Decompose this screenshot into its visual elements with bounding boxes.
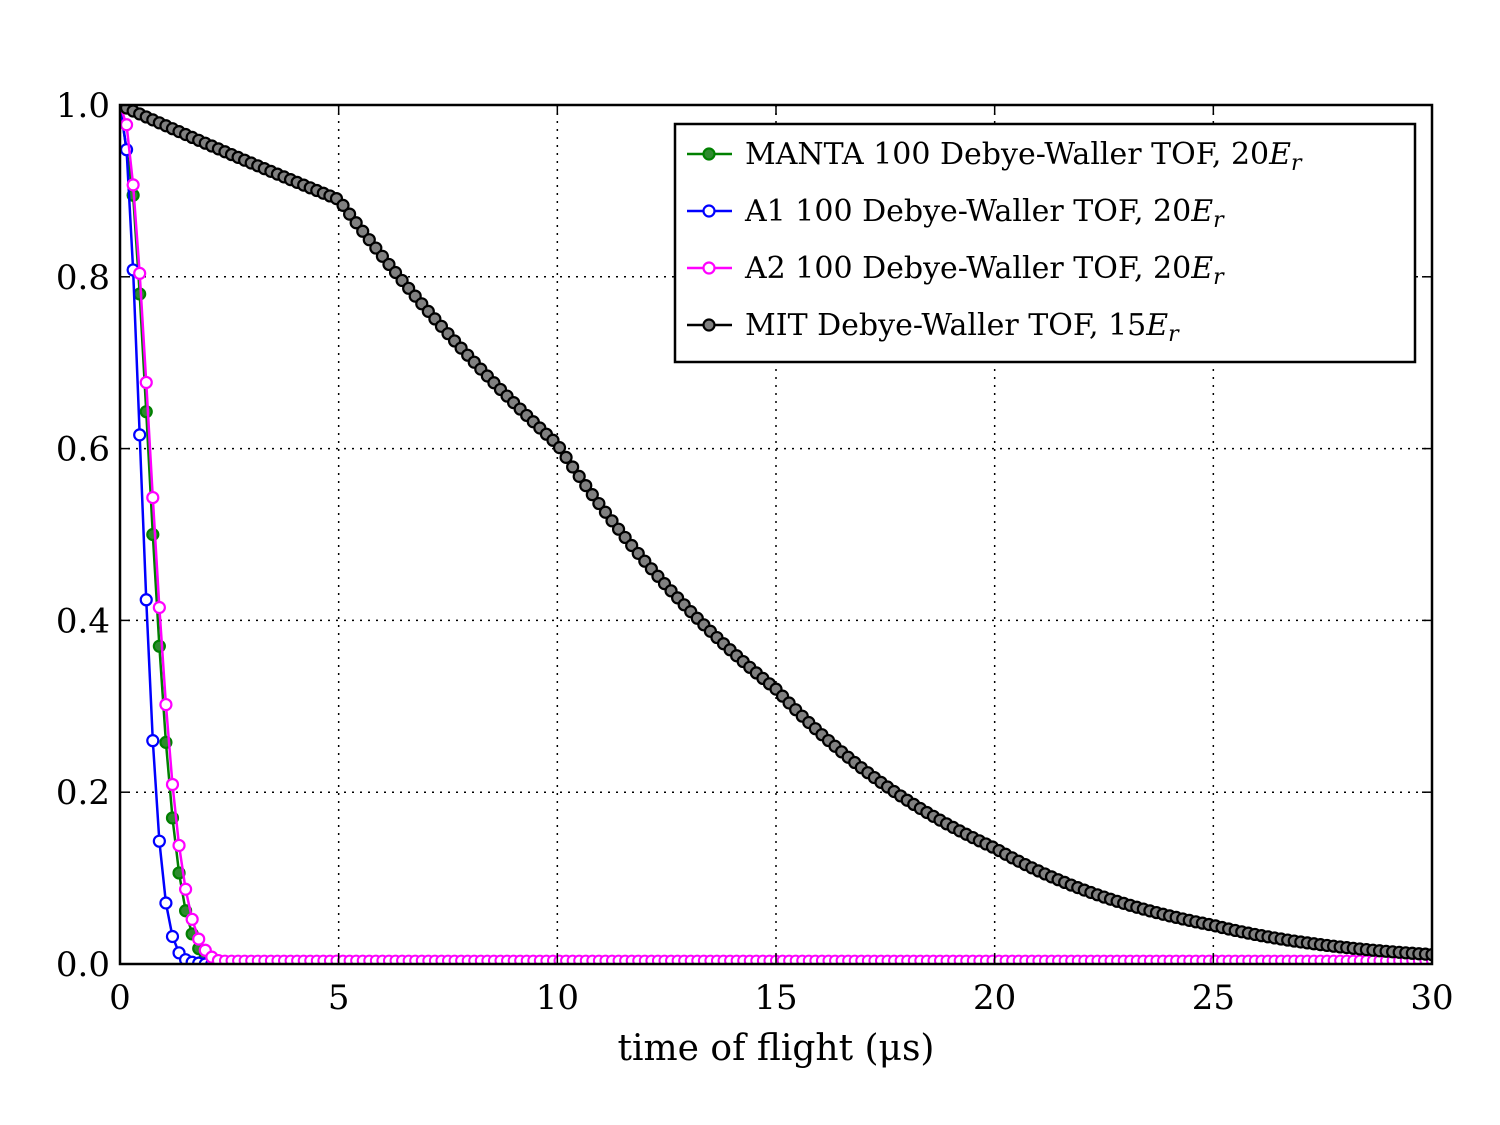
x-axis-label: time of flight (μs)	[618, 1028, 935, 1069]
data-point	[566, 460, 580, 474]
data-point	[133, 428, 147, 442]
legend-label: A1 100 Debye-Waller TOF, 20Er	[744, 194, 1225, 233]
y-tick-label: 0.4	[56, 601, 110, 641]
data-point	[598, 505, 613, 519]
data-point	[152, 600, 166, 615]
data-point	[120, 118, 134, 132]
legend-label: A2 100 Debye-Waller TOF, 20Er	[744, 251, 1225, 290]
data-point	[192, 932, 206, 946]
data-point	[592, 496, 606, 511]
data-point	[139, 375, 153, 390]
data-point	[165, 777, 180, 792]
data-point	[146, 527, 160, 542]
legend-label: MANTA 100 Debye-Waller TOF, 20Er	[745, 137, 1303, 176]
axis-ticks: 0 5 10 15 20 25 30 0.0 0.2 0.4 0.6 0.8 1.0	[56, 86, 1454, 1018]
data-point	[343, 207, 357, 221]
data-point	[611, 522, 626, 536]
data-point	[1425, 947, 1432, 962]
data-point	[146, 734, 160, 748]
data-point	[579, 479, 593, 493]
legend-box	[673, 122, 1417, 364]
y-tick-label: 0.0	[56, 945, 110, 985]
data-point	[349, 216, 363, 230]
legend-entry: A1 100 Debye-Waller TOF, 20Er	[687, 194, 1225, 233]
legend: MANTA 100 Debye-Waller TOF, 20Er A1 100 D…	[673, 122, 1417, 364]
data-point	[165, 929, 180, 944]
data-point	[172, 838, 186, 853]
data-point	[362, 233, 376, 247]
series-3	[120, 104, 1432, 962]
legend-marker	[702, 147, 716, 161]
data-point	[159, 697, 173, 712]
data-point	[572, 469, 586, 483]
data-point	[159, 896, 173, 910]
x-tick-label: 0	[109, 978, 131, 1018]
legend-entry: MIT Debye-Waller TOF, 15Er	[687, 308, 1180, 347]
y-tick-label: 0.2	[56, 773, 110, 813]
data-point	[356, 224, 370, 238]
x-tick-label: 5	[328, 978, 350, 1018]
data-point	[552, 441, 567, 455]
data-point	[139, 405, 153, 419]
x-tick-label: 20	[973, 978, 1016, 1018]
data-point	[133, 266, 147, 280]
y-tick-label: 1.0	[56, 86, 110, 126]
data-point	[126, 178, 140, 192]
legend-marker	[702, 204, 716, 218]
legend-marker	[702, 261, 716, 275]
x-tick-label: 15	[754, 978, 797, 1018]
series-layer	[120, 104, 1432, 965]
y-tick-label: 0.6	[56, 430, 110, 470]
series-2	[120, 104, 1432, 965]
x-tick-label: 30	[1410, 978, 1453, 1018]
legend-marker	[702, 318, 716, 332]
data-point	[152, 834, 166, 848]
data-point	[369, 241, 383, 255]
legend-entry: MANTA 100 Debye-Waller TOF, 20Er	[687, 137, 1303, 176]
legend-label: MIT Debye-Waller TOF, 15Er	[745, 308, 1180, 347]
data-point	[559, 450, 573, 464]
x-tick-label: 10	[536, 978, 579, 1018]
data-point	[336, 198, 350, 212]
data-point	[179, 882, 193, 896]
legend-entry: A2 100 Debye-Waller TOF, 20Er	[687, 251, 1225, 290]
data-point	[605, 514, 619, 528]
data-point	[185, 912, 199, 926]
data-point	[139, 593, 153, 607]
data-point	[146, 490, 160, 505]
x-tick-label: 25	[1192, 978, 1235, 1018]
y-tick-label: 0.8	[56, 258, 110, 298]
series-clip-group	[120, 104, 1432, 965]
data-point	[585, 488, 599, 502]
data-point	[375, 249, 389, 263]
